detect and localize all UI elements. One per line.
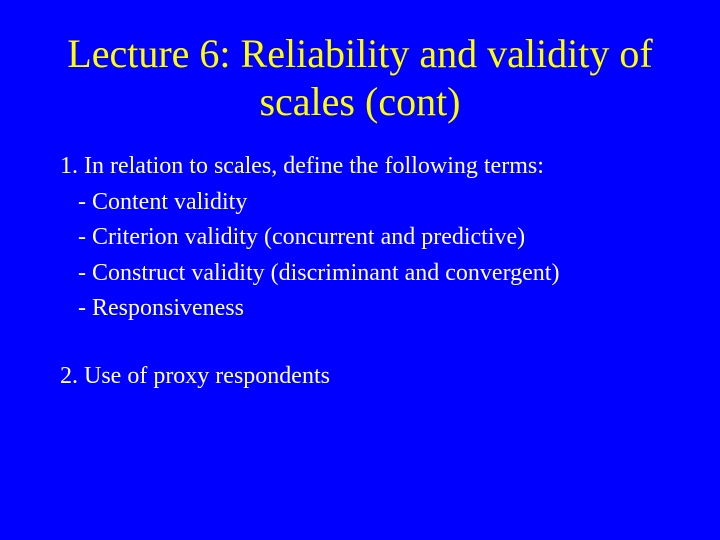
spacer	[60, 328, 660, 360]
list-item: 1. In relation to scales, define the fol…	[60, 150, 660, 184]
slide-content: 1. In relation to scales, define the fol…	[60, 150, 660, 394]
list-item: 2. Use of proxy respondents	[60, 360, 660, 394]
list-item: - Criterion validity (concurrent and pre…	[60, 221, 660, 255]
list-item: - Construct validity (discriminant and c…	[60, 257, 660, 291]
list-item: - Content validity	[60, 186, 660, 220]
slide: Lecture 6: Reliability and validity of s…	[0, 0, 720, 540]
slide-title: Lecture 6: Reliability and validity of s…	[60, 30, 660, 126]
list-item: - Responsiveness	[60, 292, 660, 326]
